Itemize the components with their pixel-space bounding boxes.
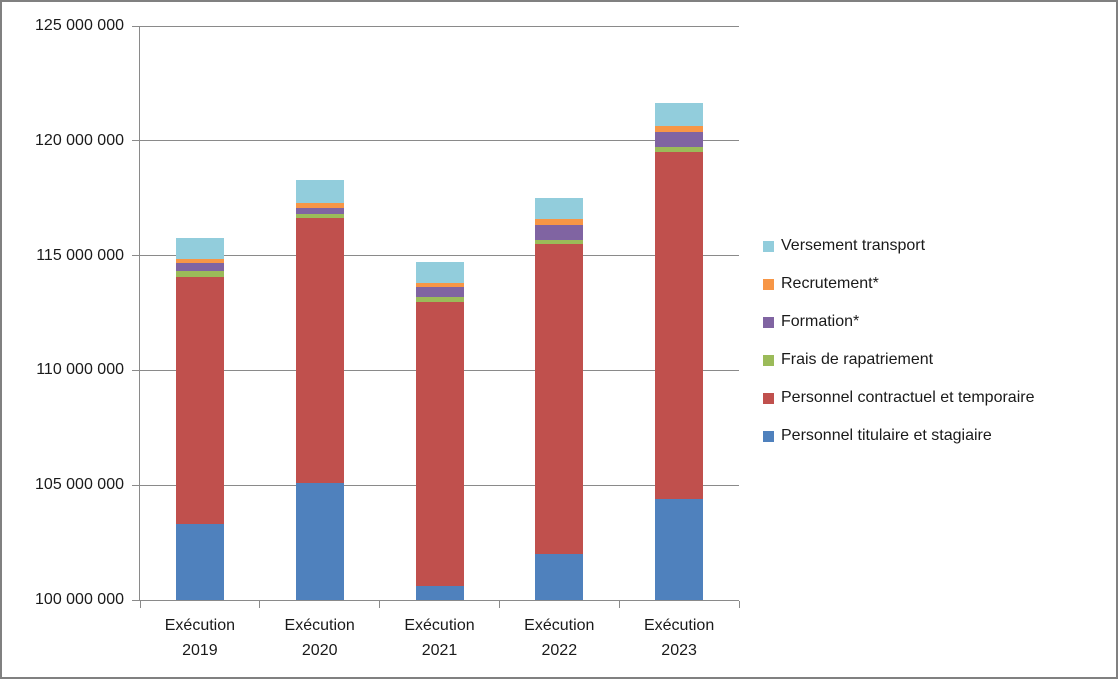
- bar-segment: [175, 263, 224, 271]
- x-axis-tick: [738, 601, 740, 608]
- bar-segment: [655, 147, 704, 153]
- y-axis-tick: [132, 255, 139, 257]
- category-label: Exécution 2023: [619, 613, 739, 663]
- bar-segment: [295, 180, 344, 203]
- category-label-line2: 2020: [301, 642, 338, 659]
- gridline: [140, 25, 739, 27]
- legend-label: Versement transport: [781, 237, 926, 254]
- bar-segment: [175, 259, 224, 264]
- legend-item: Personnel contractuel et temporaire: [763, 388, 1034, 408]
- category-label-line1: Exécution: [524, 617, 595, 634]
- y-axis-tick: [132, 599, 139, 601]
- legend-swatch: [763, 430, 774, 442]
- y-axis-tick: [132, 369, 139, 371]
- category-label-line2: 2023: [661, 642, 697, 659]
- legend-swatch: [763, 240, 774, 252]
- bar-segment: [175, 270, 224, 278]
- legend-swatch: [763, 316, 774, 328]
- legend-swatch: [763, 392, 774, 404]
- y-axis-tick: [132, 484, 139, 486]
- bar-segment: [535, 218, 584, 225]
- x-axis-tick: [139, 601, 141, 608]
- bar-segment: [535, 197, 584, 219]
- legend-label: Formation*: [781, 313, 860, 330]
- category-label-line2: 2021: [421, 642, 458, 659]
- bar-segment: [175, 277, 224, 525]
- bar-segment: [415, 586, 464, 600]
- legend-item: Frais de rapatriement: [763, 350, 933, 370]
- bar-segment: [175, 524, 224, 600]
- bar-segment: [535, 554, 584, 600]
- legend-item: Formation*: [763, 312, 859, 332]
- gridline: [140, 255, 739, 257]
- y-axis-tick: [132, 140, 139, 142]
- category-label-line2: 2022: [541, 642, 578, 659]
- bar-segment: [295, 482, 344, 600]
- bar-segment: [295, 217, 344, 483]
- bar-segment: [655, 498, 704, 600]
- x-axis-tick: [379, 601, 381, 608]
- bar-segment: [535, 224, 584, 241]
- category-label-line1: Exécution: [404, 617, 475, 634]
- bar-segment: [415, 296, 464, 302]
- bar-segment: [535, 244, 584, 555]
- legend-label: Recrutement*: [781, 275, 879, 292]
- category-label: Exécution 2021: [380, 613, 500, 663]
- category-label: Exécution 2019: [140, 613, 260, 663]
- gridline: [140, 140, 739, 142]
- category-label: Exécution 2020: [260, 613, 380, 663]
- legend-item: Recrutement*: [763, 274, 879, 294]
- category-label-line1: Exécution: [164, 617, 236, 634]
- bar-segment: [655, 131, 704, 148]
- bar-segment: [415, 282, 464, 287]
- y-axis-tick-label: 125 000 000: [35, 17, 124, 34]
- x-axis-tick: [259, 601, 261, 608]
- y-axis-line: [139, 26, 140, 601]
- category-label: Exécution 2022: [499, 613, 619, 663]
- bar-segment: [175, 238, 224, 260]
- bar-segment: [535, 240, 584, 245]
- x-axis-tick: [498, 601, 500, 608]
- bar-segment: [415, 301, 464, 587]
- legend-item: Personnel titulaire et stagiaire: [763, 426, 992, 446]
- legend: Versement transport Recrutement* Formation…: [763, 236, 1113, 456]
- category-label-line1: Exécution: [643, 617, 715, 634]
- y-axis-tick-label: 120 000 000: [35, 131, 124, 149]
- bar-segment: [295, 207, 344, 214]
- bar-segment: [655, 125, 704, 132]
- bar-segment: [415, 261, 464, 283]
- y-axis-tick: [132, 25, 139, 27]
- legend-swatch: [763, 354, 774, 366]
- x-axis-tick: [618, 601, 620, 608]
- y-axis-tick-label: 110 000 000: [36, 361, 124, 379]
- legend-label: Frais de rapatriement: [781, 351, 934, 368]
- legend-item: Versement transport: [763, 236, 925, 256]
- legend-label: Personnel titulaire et stagiaire: [781, 427, 992, 444]
- bar-segment: [415, 286, 464, 297]
- bar-segment: [655, 152, 704, 499]
- legend-label: Personnel contractuel et temporaire: [781, 389, 1035, 406]
- bar-segment: [295, 213, 344, 218]
- category-label-line2: 2019: [182, 642, 218, 659]
- y-axis-tick-label: 115 000 000: [36, 246, 124, 264]
- legend-swatch: [763, 278, 774, 290]
- y-axis-tick-label: 105 000 000: [35, 476, 124, 494]
- category-label-line1: Exécution: [284, 617, 355, 634]
- bar-segment: [655, 103, 704, 126]
- y-axis-tick-label: 100 000 000: [35, 591, 124, 608]
- x-axis-line: [140, 600, 739, 601]
- bar-segment: [295, 203, 344, 208]
